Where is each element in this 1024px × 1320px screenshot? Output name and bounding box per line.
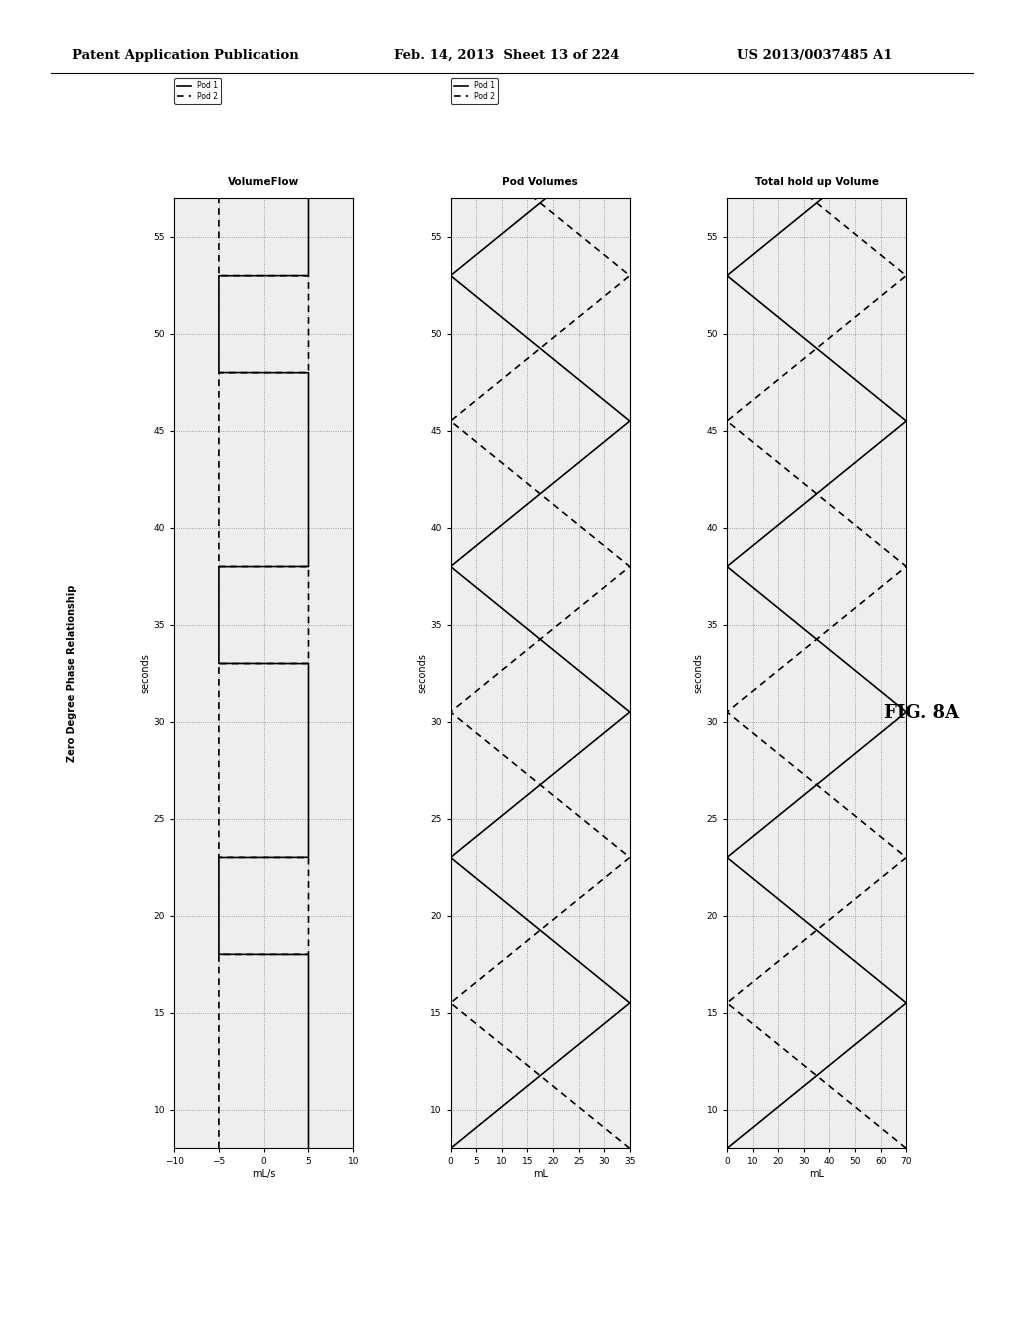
Text: FIG. 8A: FIG. 8A (884, 704, 959, 722)
Text: Pod Volumes: Pod Volumes (503, 177, 578, 187)
X-axis label: mL: mL (809, 1170, 824, 1179)
Legend: Pod 1, Pod 2: Pod 1, Pod 2 (451, 78, 498, 104)
Text: Total hold up Volume: Total hold up Volume (755, 177, 879, 187)
Text: Feb. 14, 2013  Sheet 13 of 224: Feb. 14, 2013 Sheet 13 of 224 (394, 49, 620, 62)
Legend: Pod 1, Pod 2: Pod 1, Pod 2 (174, 78, 221, 104)
X-axis label: mL/s: mL/s (252, 1170, 275, 1179)
Y-axis label: seconds: seconds (417, 653, 427, 693)
Text: VolumeFlow: VolumeFlow (228, 177, 299, 187)
Text: US 2013/0037485 A1: US 2013/0037485 A1 (737, 49, 893, 62)
Y-axis label: seconds: seconds (140, 653, 151, 693)
Y-axis label: seconds: seconds (693, 653, 703, 693)
Text: Patent Application Publication: Patent Application Publication (72, 49, 298, 62)
X-axis label: mL: mL (532, 1170, 548, 1179)
Text: Zero Degree Phase Relationship: Zero Degree Phase Relationship (67, 585, 77, 762)
